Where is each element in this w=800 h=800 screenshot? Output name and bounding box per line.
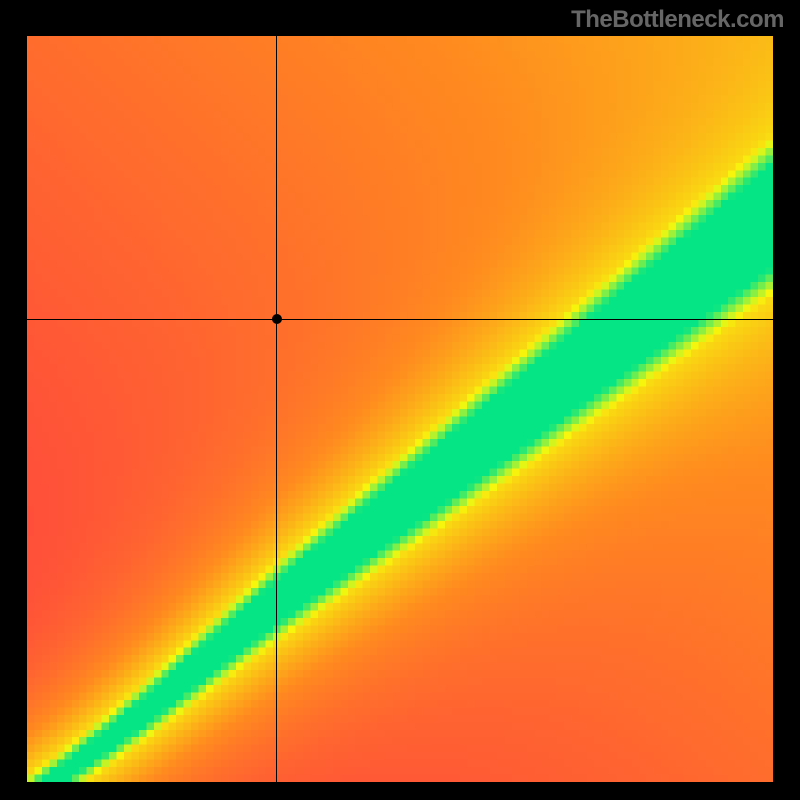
heatmap-canvas bbox=[27, 36, 773, 782]
attribution-text: TheBottleneck.com bbox=[571, 6, 784, 34]
bottleneck-heatmap bbox=[27, 36, 773, 782]
crosshair-vertical bbox=[276, 36, 277, 782]
crosshair-marker bbox=[272, 314, 282, 324]
crosshair-horizontal bbox=[27, 319, 773, 320]
